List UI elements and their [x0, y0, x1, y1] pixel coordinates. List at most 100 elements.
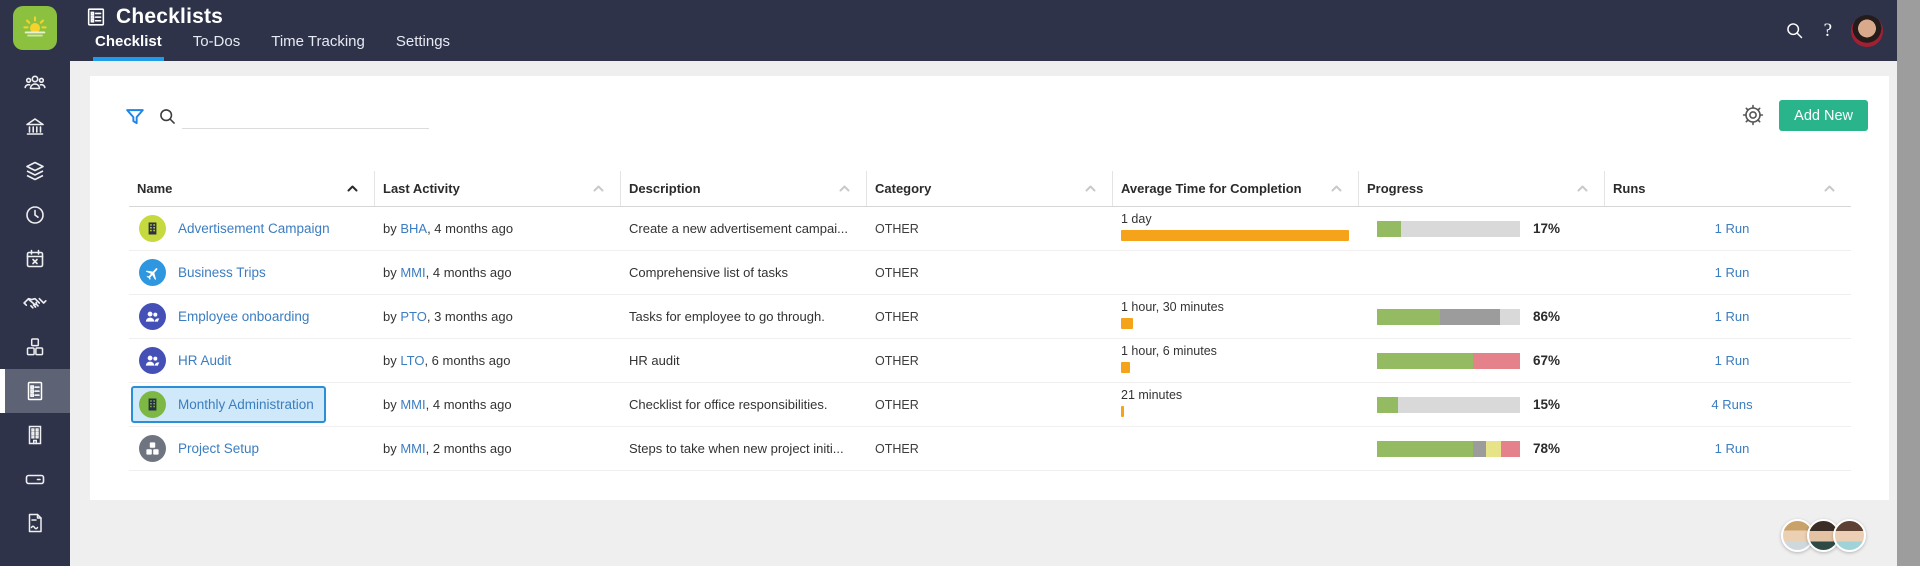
checklist-cell[interactable]: HR Audit [131, 342, 243, 379]
sort-caret-icon[interactable] [839, 185, 850, 192]
author-link[interactable]: BHA [400, 221, 428, 236]
checklist-name-link[interactable]: HR Audit [178, 353, 232, 368]
sort-caret-icon[interactable] [1331, 185, 1342, 192]
last-activity-cell: by LTO, 6 months ago [375, 339, 621, 382]
checklist-cell[interactable]: Employee onboarding [131, 298, 321, 335]
author-link[interactable]: LTO [400, 353, 425, 368]
author-link[interactable]: MMI [400, 441, 426, 456]
checklist-cell[interactable]: Business Trips [131, 254, 278, 291]
search-input[interactable] [182, 103, 429, 129]
name-cell: Project Setup [129, 427, 375, 470]
column-header-progress[interactable]: Progress [1359, 171, 1605, 206]
checklist-card: Add New Name Last Activity Description Cate… [90, 76, 1889, 500]
author-link[interactable]: PTO [400, 309, 427, 324]
search-icon[interactable] [1784, 20, 1805, 41]
people-icon [139, 347, 166, 374]
progress-cell: 86% [1359, 295, 1605, 338]
sort-caret-icon[interactable] [1577, 185, 1588, 192]
runs-link[interactable]: 1 Run [1714, 265, 1750, 280]
sidebar-item-users[interactable] [0, 61, 70, 105]
sidebar [0, 0, 70, 566]
avg-time-label: 1 day [1121, 212, 1152, 226]
table-search-icon[interactable] [157, 106, 178, 132]
checklist-cell[interactable]: Project Setup [131, 430, 271, 467]
sidebar-item-bank[interactable] [0, 105, 70, 149]
progress-segment-gray [1472, 440, 1486, 457]
checklist-cell[interactable]: Advertisement Campaign [131, 210, 342, 247]
team-member-avatar[interactable] [1833, 519, 1866, 552]
tab-time-tracking[interactable]: Time Tracking [271, 33, 365, 50]
progress-percent: 15% [1533, 397, 1561, 412]
column-header-last-activity[interactable]: Last Activity [375, 171, 621, 206]
tab-checklist[interactable]: Checklist [93, 33, 164, 61]
column-header-description[interactable]: Description [621, 171, 867, 206]
avg-time-cell: 1 hour, 30 minutes [1113, 295, 1359, 338]
runs-link[interactable]: 1 Run [1714, 221, 1750, 236]
sidebar-nav [0, 61, 70, 545]
sidebar-item-calendar[interactable] [0, 237, 70, 281]
runs-cell: 1 Run [1605, 295, 1851, 338]
description-cell: Checklist for office responsibilities. [629, 397, 828, 412]
main-area: Add New Name Last Activity Description Cate… [70, 61, 1897, 566]
column-label: Runs [1613, 181, 1646, 196]
table-header: Name Last Activity Description Category Aver… [129, 171, 1851, 207]
column-header-average-time-for-completion[interactable]: Average Time for Completion [1113, 171, 1359, 206]
app-logo[interactable] [13, 6, 57, 50]
people-icon [139, 303, 166, 330]
sidebar-item-company[interactable] [0, 413, 70, 457]
checklist-name-link[interactable]: Monthly Administration [178, 397, 314, 412]
column-header-runs[interactable]: Runs [1605, 171, 1851, 206]
runs-link[interactable]: 4 Runs [1711, 397, 1753, 412]
description-cell: HR audit [629, 353, 680, 368]
user-avatar[interactable] [1851, 14, 1883, 47]
avg-time-cell [1113, 251, 1359, 294]
runs-link[interactable]: 1 Run [1714, 309, 1750, 324]
progress-segment-red [1472, 352, 1520, 369]
sidebar-item-time[interactable] [0, 193, 70, 237]
activity-time-text: , 6 months ago [424, 353, 511, 368]
sidebar-item-layers[interactable] [0, 149, 70, 193]
name-cell: HR Audit [129, 339, 375, 382]
checklist-name-link[interactable]: Business Trips [178, 265, 266, 280]
progress-segment-green [1377, 352, 1473, 369]
sidebar-item-checklists[interactable] [0, 369, 70, 413]
tab-to-dos[interactable]: To-Dos [192, 33, 241, 50]
add-new-button[interactable]: Add New [1779, 100, 1868, 131]
author-link[interactable]: MMI [400, 265, 426, 280]
last-activity-cell: by MMI, 2 months ago [375, 427, 621, 470]
sidebar-item-reports[interactable] [0, 501, 70, 545]
sort-caret-icon[interactable] [1824, 185, 1835, 192]
runs-link[interactable]: 1 Run [1714, 353, 1750, 368]
author-link[interactable]: MMI [400, 397, 426, 412]
sidebar-item-storage[interactable] [0, 457, 70, 501]
description-cell: Create a new advertisement campai... [629, 221, 848, 236]
last-activity-cell: by BHA, 4 months ago [375, 207, 621, 250]
activity-time-text: , 2 months ago [425, 441, 512, 456]
column-header-name[interactable]: Name [129, 171, 375, 206]
sidebar-item-assets[interactable] [0, 325, 70, 369]
checklist-name-link[interactable]: Project Setup [178, 441, 260, 456]
progress-percent: 86% [1533, 309, 1561, 324]
sort-caret-icon[interactable] [1085, 185, 1096, 192]
progress-segment-lightgray [1499, 308, 1520, 325]
checklist-name-link[interactable]: Employee onboarding [178, 309, 310, 324]
runs-link[interactable]: 1 Run [1714, 441, 1750, 456]
sort-caret-icon[interactable] [593, 185, 604, 192]
name-cell: Business Trips [129, 251, 375, 294]
sort-caret-icon[interactable] [347, 185, 358, 192]
progress-segment-lightgray [1398, 396, 1520, 413]
runs-cell: 1 Run [1605, 427, 1851, 470]
name-cell: Employee onboarding [129, 295, 375, 338]
progress-segment-yellow [1485, 440, 1502, 457]
help-icon[interactable]: ? [1823, 19, 1832, 41]
tab-settings[interactable]: Settings [395, 33, 451, 50]
checklist-name-link[interactable]: Advertisement Campaign [178, 221, 330, 236]
filter-icon[interactable] [124, 106, 146, 133]
sidebar-item-partners[interactable] [0, 281, 70, 325]
column-header-category[interactable]: Category [867, 171, 1113, 206]
table-body: Advertisement Campaign by BHA, 4 months … [129, 207, 1851, 471]
table-row: HR Audit by LTO, 6 months ago HR audit O… [129, 339, 1851, 383]
gear-icon[interactable] [1741, 103, 1765, 132]
last-activity-cell: by MMI, 4 months ago [375, 383, 621, 426]
selected-checklist-cell[interactable]: Monthly Administration [131, 386, 326, 423]
